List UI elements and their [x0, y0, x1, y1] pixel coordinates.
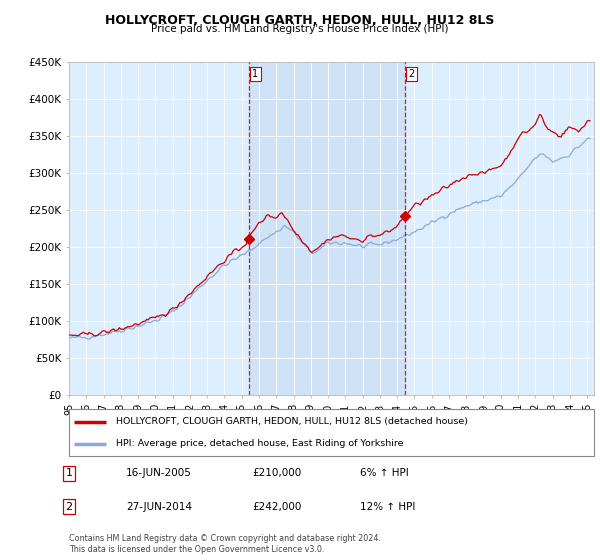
Text: 16-JUN-2005: 16-JUN-2005	[126, 468, 192, 478]
Text: 27-JUN-2014: 27-JUN-2014	[126, 502, 192, 512]
Text: £242,000: £242,000	[252, 502, 301, 512]
Text: Contains HM Land Registry data © Crown copyright and database right 2024.
This d: Contains HM Land Registry data © Crown c…	[69, 534, 381, 554]
Text: 2: 2	[408, 69, 414, 79]
Text: HOLLYCROFT, CLOUGH GARTH, HEDON, HULL, HU12 8LS: HOLLYCROFT, CLOUGH GARTH, HEDON, HULL, H…	[106, 14, 494, 27]
Text: 6% ↑ HPI: 6% ↑ HPI	[360, 468, 409, 478]
Text: 1: 1	[65, 468, 73, 478]
Text: HPI: Average price, detached house, East Riding of Yorkshire: HPI: Average price, detached house, East…	[116, 439, 404, 448]
Text: 12% ↑ HPI: 12% ↑ HPI	[360, 502, 415, 512]
Text: Price paid vs. HM Land Registry's House Price Index (HPI): Price paid vs. HM Land Registry's House …	[151, 24, 449, 34]
Bar	[250, 62, 406, 395]
Text: 1: 1	[252, 69, 258, 79]
Text: 2: 2	[65, 502, 73, 512]
Text: HOLLYCROFT, CLOUGH GARTH, HEDON, HULL, HU12 8LS (detached house): HOLLYCROFT, CLOUGH GARTH, HEDON, HULL, H…	[116, 417, 468, 426]
Text: £210,000: £210,000	[252, 468, 301, 478]
